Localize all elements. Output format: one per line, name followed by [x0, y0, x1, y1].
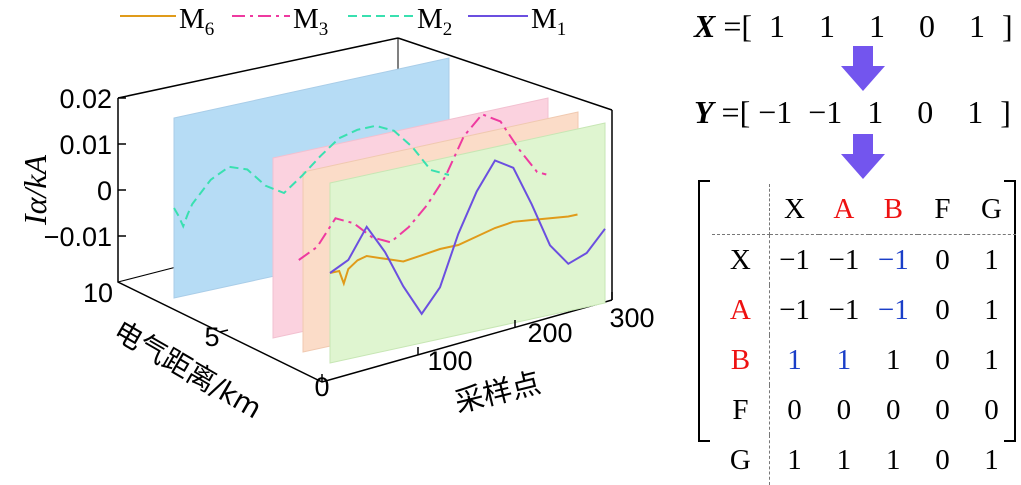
vector-y: Y =[−1 −1 1 0 1] [694, 94, 1011, 131]
vector-y-open: =[ [721, 94, 751, 130]
matrix-row-header: F [712, 385, 770, 435]
x-tick-label: 300 [609, 303, 654, 333]
matrix-cell: 0 [935, 443, 950, 476]
series-line-m1 [329, 159, 606, 316]
matrix-cell: 0 [935, 343, 950, 376]
vector-x-value: 1 [869, 8, 886, 44]
vector-y-close: ] [1000, 94, 1011, 130]
matrix-cell: −1 [877, 293, 909, 326]
vector-x-close: ] [1002, 8, 1013, 44]
matrix-cell: 1 [984, 343, 999, 376]
vector-y-name: Y [694, 94, 714, 130]
matrix-cell: 1 [787, 343, 802, 376]
y-tick-label: 0 [97, 176, 112, 206]
matrix-row: B 1 1 1 0 1 [712, 335, 1016, 385]
z-tick-label: 5 [204, 322, 219, 352]
matrix-cell: −1 [828, 243, 860, 276]
x-tick-label: 100 [427, 346, 472, 376]
chart-3d: 0.02 0.01 0 −0.01 0 100 200 300 5 10 Iα/… [17, 3, 655, 425]
matrix-cell: 1 [984, 293, 999, 326]
matrix-left-bracket [698, 180, 710, 442]
vector-y-value: 1 [967, 94, 984, 130]
matrix-row: A −1 −1 −1 0 1 [712, 285, 1016, 335]
matrix-table: X A B F G X −1 −1 −1 0 1 A −1 −1 −1 0 1 [712, 184, 1016, 485]
matrix-cell: 0 [886, 393, 901, 426]
vector-y-value: 0 [917, 94, 934, 130]
matrix-col-header: F [917, 184, 967, 235]
y-axis-label: Iα/kA [17, 155, 53, 227]
matrix-cell: 1 [836, 443, 852, 476]
matrix-cell: 1 [886, 443, 901, 476]
matrix-cell: −1 [779, 243, 810, 276]
legend: M6 M3 M2 M1 [120, 3, 566, 40]
relation-matrix: X A B F G X −1 −1 −1 0 1 A −1 −1 −1 0 1 [698, 180, 1016, 485]
matrix-col-header: A [819, 184, 869, 235]
matrix-cell: 0 [787, 393, 802, 426]
matrix-cell: 0 [984, 393, 999, 426]
vector-x-open: =[ [723, 8, 753, 44]
x-tick-label: 0 [314, 372, 329, 402]
vector-y-value: −1 [808, 94, 843, 130]
matrix-cell: −1 [828, 293, 860, 326]
legend-label-m1: M1 [531, 3, 566, 40]
legend-label-m3: M3 [293, 3, 328, 40]
series-layer [173, 113, 606, 316]
vector-x-value: 1 [819, 8, 836, 44]
matrix-cell: 1 [836, 343, 852, 376]
z-axis-label: 电气距离/km [108, 314, 267, 425]
matrix-row-header: G [712, 435, 770, 485]
matrix-col-header: B [868, 184, 918, 235]
plane-m1 [329, 122, 606, 364]
matrix-row: X −1 −1 −1 0 1 [712, 234, 1016, 285]
vector-x-value: 1 [769, 8, 786, 44]
vector-x-name: X [694, 8, 716, 44]
vector-y-value: 1 [867, 94, 884, 130]
matrix-cell: 0 [935, 293, 950, 326]
series-line-m6 [329, 213, 578, 287]
x-tick-label: 200 [527, 318, 572, 348]
down-arrow-icon [841, 46, 885, 91]
matrix-row-header: B [712, 335, 770, 385]
y-tick-label: 0.02 [59, 84, 112, 114]
matrix-cell: 1 [886, 343, 901, 376]
series-line-m2 [173, 124, 450, 229]
matrix-cell: 0 [935, 393, 950, 426]
matrix-cell: 0 [836, 393, 852, 426]
matrix-corner [712, 184, 770, 235]
vector-x-value: 1 [969, 8, 986, 44]
matrix-header-row: X A B F G [712, 184, 1016, 235]
matrix-cell: −1 [779, 293, 810, 326]
matrix-col-header: G [966, 184, 1016, 235]
matrix-row: F 0 0 0 0 0 [712, 385, 1016, 435]
y-tick-label: 0.01 [59, 130, 112, 160]
vector-y-value: −1 [758, 94, 793, 130]
vector-x: X =[1 1 1 0 1] [694, 8, 1013, 45]
tick-marks [118, 97, 613, 382]
series-line-m3 [298, 113, 547, 261]
matrix-cell: 1 [787, 443, 802, 476]
matrix-cell: 1 [984, 243, 999, 276]
matrix-panel: X =[1 1 1 0 1] Y =[−1 −1 1 0 1] X A B F G X −1 −… [690, 0, 1021, 485]
z-tick-label: 10 [83, 278, 113, 308]
matrix-row-header: X [712, 234, 770, 285]
matrix-col-header: X [769, 184, 820, 235]
matrix-cell: 1 [984, 443, 999, 476]
matrix-right-bracket [1004, 180, 1016, 442]
down-arrow-icon [841, 134, 885, 179]
matrix-row-header: A [712, 285, 770, 335]
matrix-cell: −1 [877, 243, 909, 276]
matrix-row: G 1 1 1 0 1 [712, 435, 1016, 485]
legend-label-m6: M6 [179, 3, 214, 40]
down-arrow-shape [841, 46, 885, 91]
y-tick-label: −0.01 [44, 222, 112, 252]
vector-x-value: 0 [919, 8, 936, 44]
matrix-cell: 0 [935, 243, 950, 276]
down-arrow-shape [841, 134, 885, 179]
legend-label-m2: M2 [417, 3, 452, 40]
